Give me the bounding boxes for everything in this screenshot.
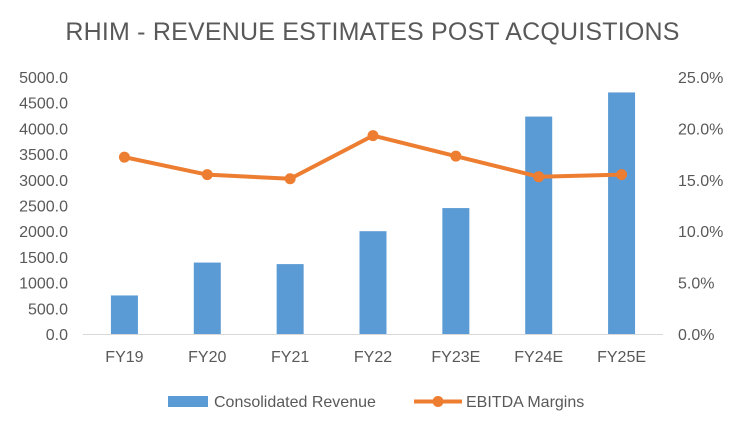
x-tick-label: FY20 xyxy=(188,349,226,366)
y-left-tick-label: 5000.0 xyxy=(19,70,68,87)
y-left-tick-label: 1500.0 xyxy=(19,250,68,267)
bar-consolidated-revenue xyxy=(608,92,636,334)
point-ebitda-margins xyxy=(616,169,628,181)
x-tick-label: FY22 xyxy=(354,349,392,366)
point-ebitda-margins xyxy=(118,151,130,163)
y-right-tick-label: 0.0% xyxy=(678,327,714,344)
y-left-tick-label: 0.0 xyxy=(46,327,68,344)
legend-swatch-ebitda-margins-marker xyxy=(432,396,444,407)
y-right-tick-label: 15.0% xyxy=(678,173,723,190)
y-left-tick-label: 2000.0 xyxy=(19,224,68,241)
y-right-tick-label: 10.0% xyxy=(678,224,723,241)
bar-consolidated-revenue xyxy=(442,208,470,334)
bar-consolidated-revenue xyxy=(110,295,138,334)
point-ebitda-margins xyxy=(201,169,213,181)
legend-label-ebitda-margins: EBITDA Margins xyxy=(466,394,584,411)
y-left-tick-label: 2500.0 xyxy=(19,199,68,216)
x-tick-label: FY19 xyxy=(105,349,143,366)
x-tick-label: FY25E xyxy=(597,349,646,366)
point-ebitda-margins xyxy=(533,171,545,183)
x-tick-label: FY21 xyxy=(271,349,309,366)
y-left-tick-label: 4500.0 xyxy=(19,96,68,113)
legend-swatch-consolidated-revenue xyxy=(168,396,208,407)
chart-title: RHIM - REVENUE ESTIMATES POST ACQUISTION… xyxy=(65,18,680,46)
y-right-tick-label: 5.0% xyxy=(678,276,714,293)
y-left-tick-label: 1000.0 xyxy=(19,276,68,293)
y-left-tick-label: 4000.0 xyxy=(19,121,68,138)
point-ebitda-margins xyxy=(450,150,462,162)
point-ebitda-margins xyxy=(284,173,296,185)
x-tick-label: FY23E xyxy=(431,349,480,366)
bar-consolidated-revenue xyxy=(525,116,553,334)
bar-consolidated-revenue xyxy=(276,264,304,334)
bar-consolidated-revenue xyxy=(193,262,221,334)
y-left-tick-label: 3500.0 xyxy=(19,147,68,164)
y-right-tick-label: 25.0% xyxy=(678,70,723,87)
bar-consolidated-revenue xyxy=(359,231,387,334)
y-right-tick-label: 20.0% xyxy=(678,121,723,138)
y-left-tick-label: 3000.0 xyxy=(19,173,68,190)
legend-label-consolidated-revenue: Consolidated Revenue xyxy=(214,394,376,411)
point-ebitda-margins xyxy=(367,130,379,142)
x-tick-label: FY24E xyxy=(514,349,563,366)
y-left-tick-label: 500.0 xyxy=(28,301,68,318)
